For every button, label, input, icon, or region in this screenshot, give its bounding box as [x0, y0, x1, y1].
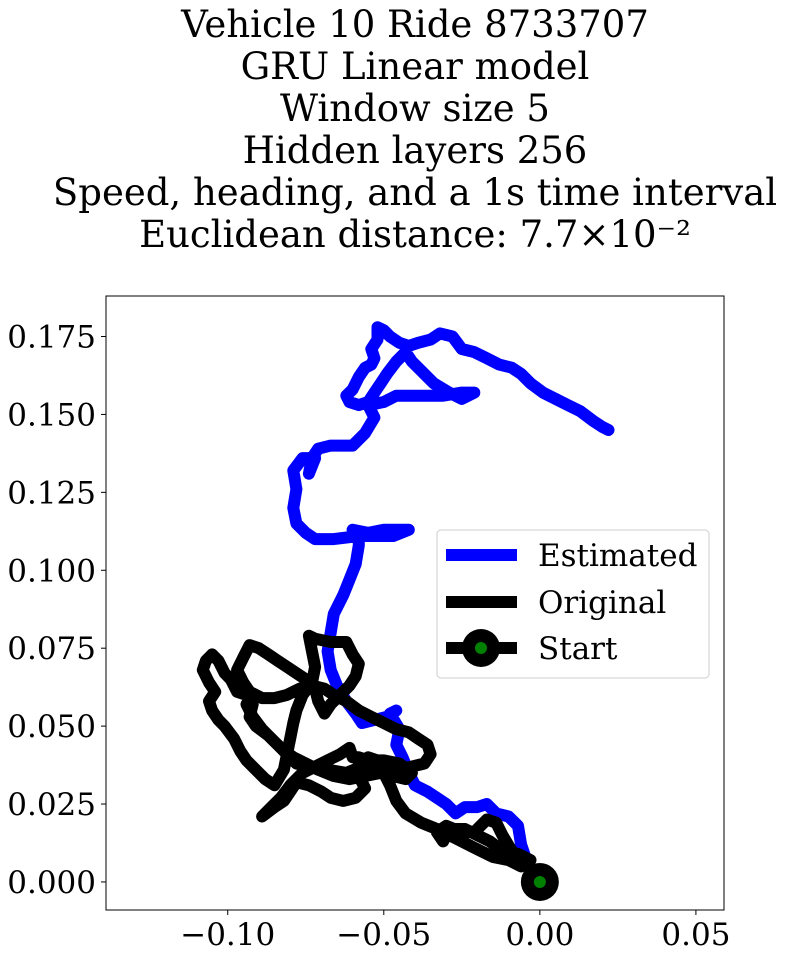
y-tick-label: 0.100: [7, 553, 96, 589]
y-tick-label: 0.050: [7, 709, 96, 745]
title-line: GRU Linear model: [240, 45, 590, 88]
series-layer: [196, 321, 615, 901]
y-tick-label: 0.025: [7, 787, 96, 823]
y-tick-label: 0.125: [7, 475, 96, 511]
title-line: Vehicle 10 Ride 8733707: [181, 3, 649, 46]
ticks-layer: −0.10 −0.05 0.00 0.05 0.000 0.025 0.050 0.075 0.…: [7, 320, 730, 953]
y-tick-label: 0.075: [7, 631, 96, 667]
series-line-estimated: [287, 321, 615, 888]
y-tick-label: 0.175: [7, 320, 96, 356]
axes-frame: [105, 295, 725, 911]
legend-label-original: Original: [538, 585, 666, 621]
y-tick-label: 0.000: [7, 865, 96, 901]
y-tick-label: 0.150: [7, 397, 96, 433]
x-tick-label: 0.05: [661, 917, 730, 953]
series-line-original: [196, 629, 546, 888]
title-line: Window size 5: [280, 87, 550, 130]
legend-start-marker-center: [475, 642, 487, 654]
title-line: Euclidean distance: 7.7×10⁻²: [139, 213, 691, 256]
start-marker-center: [533, 875, 546, 888]
title-line: Speed, heading, and a 1s time interval: [52, 171, 778, 214]
x-tick-label: −0.10: [180, 917, 275, 953]
title-line: Hidden layers 256: [242, 129, 588, 172]
x-tick-label: 0.00: [505, 917, 574, 953]
legend: Estimated Original Start: [436, 529, 710, 679]
legend-label-estimated: Estimated: [538, 538, 697, 574]
legend-label-start: Start: [538, 631, 618, 667]
x-tick-label: −0.05: [336, 917, 431, 953]
legend-box: [436, 529, 710, 679]
chart-title: Vehicle 10 Ride 8733707 GRU Linear model…: [0, 4, 788, 256]
